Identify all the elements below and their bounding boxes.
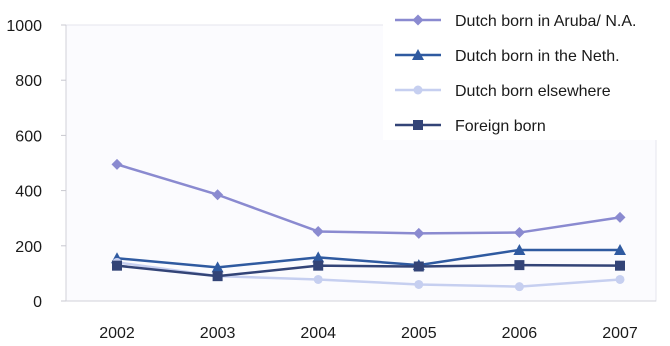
legend-marker [413,120,423,130]
data-point [313,274,323,284]
data-point [112,260,122,271]
y-axis-ticks: 0 200 400 600 800 1000 [6,18,66,311]
legend-label: Dutch born in the Neth. [455,48,620,65]
series-line [116,248,620,269]
data-point [513,227,525,239]
data-point [513,243,526,255]
data-point [615,274,625,284]
data-point [313,260,324,271]
y-tick-label: 0 [33,294,42,311]
data-point [514,282,524,292]
data-point [212,271,223,282]
series-line [116,263,621,278]
series-1 [111,158,626,239]
data-point [414,279,424,289]
data-point [312,251,325,263]
y-tick-label: 200 [15,239,42,256]
y-tick-label: 400 [15,184,42,201]
x-tick-label: 2005 [401,325,437,342]
data-point [111,158,123,170]
x-tick-label: 2003 [200,325,236,342]
legend-item: Foreign born [395,118,546,135]
data-point [615,260,625,271]
legend-marker [412,14,424,26]
data-point [211,261,224,273]
legend: Dutch born in Aruba/ N.A. Dutch born in t… [383,0,670,140]
y-tick-label: 800 [15,73,42,90]
series-line [116,163,621,235]
data-point [212,189,224,201]
x-tick-label: 2007 [602,325,638,342]
legend-marker [412,49,424,60]
x-tick-label: 2004 [300,325,336,342]
series-2 [111,243,626,273]
x-tick-label: 2006 [502,325,538,342]
series-4 [112,260,625,282]
legend-label: Foreign born [455,118,546,135]
legend-item: Dutch born in the Neth. [395,48,620,65]
data-point [614,211,626,223]
legend-label: Dutch born elsewhere [455,83,611,100]
data-point [614,243,626,255]
y-tick-label: 1000 [6,18,42,35]
data-point [312,225,324,237]
series-lines [111,158,626,292]
legend-box [383,0,670,140]
legend-item: Dutch born elsewhere [395,83,611,100]
data-point [413,227,425,239]
legend-marker [413,85,423,95]
legend-label: Dutch born in Aruba/ N.A. [455,13,636,30]
data-point [413,261,424,272]
legend-item: Dutch born in Aruba/ N.A. [395,13,636,30]
data-point [514,260,525,271]
x-tick-label: 2002 [99,325,135,342]
x-axis-ticks: 2002 2003 2004 2005 2006 2007 [99,325,638,342]
y-tick-label: 600 [15,128,42,145]
